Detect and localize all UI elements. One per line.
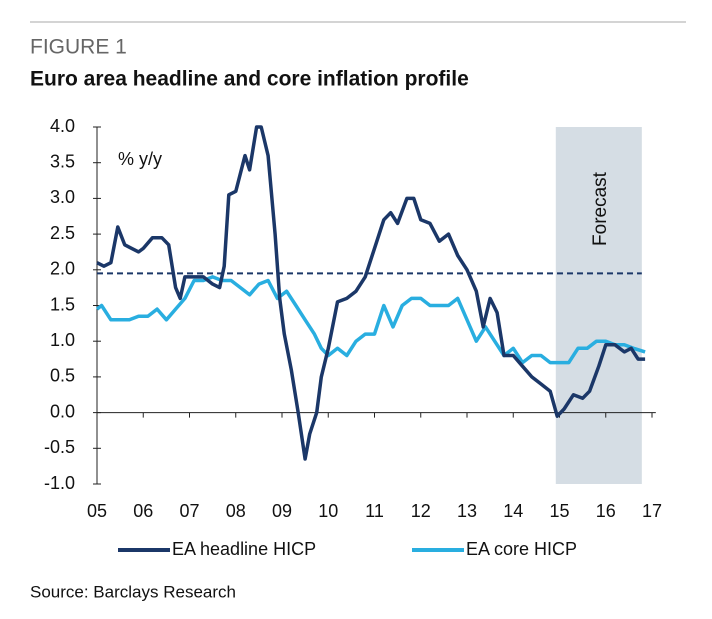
- x-tick-label: 15: [549, 501, 569, 521]
- x-tick-label: 16: [596, 501, 616, 521]
- x-tick-label: 17: [642, 501, 662, 521]
- forecast-label: Forecast: [590, 171, 611, 246]
- source: Source: Barclays Research: [30, 582, 236, 601]
- x-tick-label: 06: [133, 501, 153, 521]
- y-tick-label: 1.5: [50, 294, 75, 314]
- chart-title: Euro area headline and core inflation pr…: [30, 68, 469, 91]
- x-tick-label: 09: [272, 501, 292, 521]
- x-tick-label: 05: [87, 501, 107, 521]
- y-tick-label: -1.0: [44, 473, 75, 493]
- x-tick-label: 13: [457, 501, 477, 521]
- y-tick-label: 0.0: [50, 401, 75, 421]
- y-tick-label: 2.0: [50, 259, 75, 279]
- y-tick-label: 2.5: [50, 223, 75, 243]
- legend-label: EA headline HICP: [172, 539, 316, 559]
- y-tick-label: 1.0: [50, 330, 75, 350]
- x-tick-label: 10: [318, 501, 338, 521]
- y-tick-label: 0.5: [50, 366, 75, 386]
- y-unit-label: % y/y: [118, 149, 162, 169]
- y-tick-label: -0.5: [44, 437, 75, 457]
- x-tick-label: 11: [365, 501, 384, 521]
- legend-label: EA core HICP: [466, 539, 577, 559]
- y-tick-label: 4.0: [50, 116, 75, 136]
- series-line: [96, 125, 646, 461]
- x-tick-label: 07: [179, 501, 199, 521]
- x-tick-label: 08: [226, 501, 246, 521]
- y-tick-label: 3.0: [50, 187, 75, 207]
- y-tick-label: 3.5: [50, 151, 75, 171]
- x-tick-label: 12: [411, 501, 431, 521]
- x-tick-label: 14: [503, 501, 523, 521]
- figure-label: FIGURE 1: [30, 36, 127, 59]
- series-line: [95, 275, 646, 365]
- forecast-region: [555, 127, 642, 484]
